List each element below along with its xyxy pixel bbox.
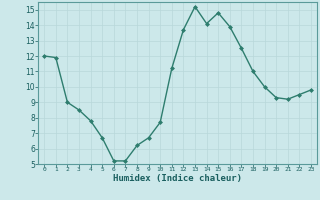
X-axis label: Humidex (Indice chaleur): Humidex (Indice chaleur) (113, 174, 242, 183)
